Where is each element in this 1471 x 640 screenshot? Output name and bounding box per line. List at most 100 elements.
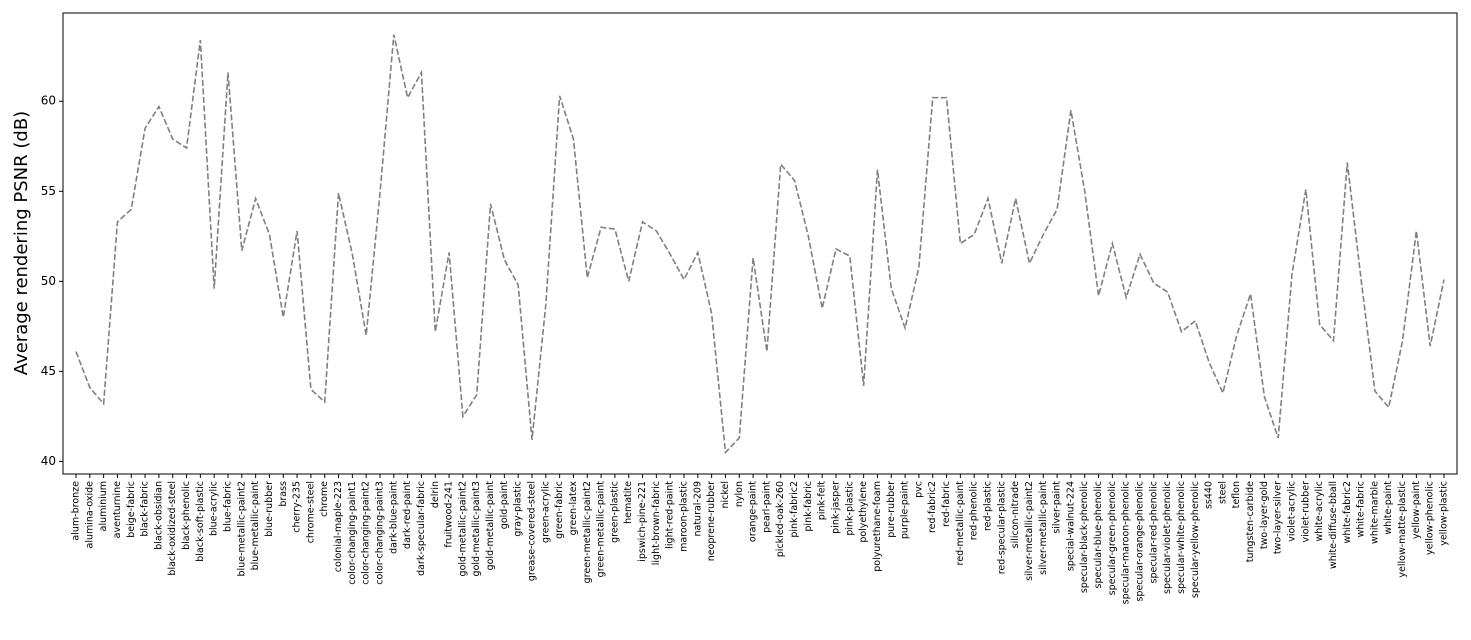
x-tick-label: pink-fabric — [803, 481, 814, 532]
x-tick-label: red-metallic-paint — [955, 481, 966, 566]
x-tick-label: gold-metallic-paint2 — [457, 481, 468, 576]
x-tick-label: pvc — [913, 481, 924, 498]
x-tick-label: yellow-phenolic — [1425, 481, 1436, 555]
x-tick-label: gold-paint — [499, 481, 510, 529]
x-tick-label: two-layer-gold — [1259, 481, 1270, 549]
x-tick-label: black-soft-plastic — [195, 481, 206, 562]
x-tick-label: black-phenolic — [181, 481, 192, 550]
line — [75, 34, 1445, 455]
x-tick-label: violet-rubber — [1300, 481, 1311, 543]
y-axis-label: Average rendering PSNR (dB) — [11, 111, 32, 375]
x-tick-label: gold-metallic-paint3 — [471, 481, 482, 576]
x-tick-label: natural-209 — [692, 481, 703, 537]
x-tick-label: specular-red-phenolic — [1148, 481, 1159, 584]
x-tick-label: delrin — [430, 481, 441, 508]
x-tick-label: silicon-nitrade — [1010, 481, 1021, 548]
x-tick-label: blue-metallic-paint2 — [236, 481, 247, 576]
x-tick-label: fruitwood-241 — [444, 481, 455, 548]
x-tick-label: green-acrylic — [540, 481, 551, 543]
x-tick-label: dark-red-paint — [402, 481, 413, 549]
x-tick-label: specular-maroon-phenolic — [1121, 481, 1132, 604]
x-tick-label: pure-rubber — [886, 481, 897, 538]
x-tick-label: pickled-oak-260 — [775, 481, 786, 557]
x-tick-label: aluminium — [98, 481, 109, 531]
x-tick-label: specular-green-phenolic — [1107, 481, 1118, 595]
x-tick-label: blue-rubber — [264, 481, 275, 537]
plot-frame — [62, 12, 1458, 475]
x-tick-label: steel — [1217, 481, 1228, 504]
x-tick-label: brass — [278, 481, 289, 507]
x-tick-label: cherry-235 — [292, 481, 303, 533]
x-tick-label: colonial-maple-223 — [333, 481, 344, 572]
x-tick-label: color-changing-paint3 — [374, 481, 385, 585]
x-tick-label: specular-violet-phenolic — [1162, 481, 1173, 594]
x-tick-label: black-fabric — [140, 481, 151, 537]
x-tick-label: special-walnut-224 — [1065, 481, 1076, 571]
x-tick-label: orange-paint — [748, 481, 759, 542]
x-tick-label: green-latex — [568, 481, 579, 536]
x-tick-label: white-marble — [1369, 481, 1380, 544]
x-tick-label: white-fabric — [1356, 481, 1367, 537]
x-tick-label: pink-plastic — [844, 481, 855, 536]
x-tick-label: dark-blue-paint — [388, 481, 399, 554]
x-tick-label: two-layer-silver — [1273, 481, 1284, 554]
x-tick-label: yellow-paint — [1411, 481, 1422, 539]
x-tick-label: gold-metallic-paint — [485, 481, 496, 571]
x-tick-label: light-brown-fabric — [651, 481, 662, 565]
x-tick-label: tungsten-carbide — [1245, 481, 1256, 562]
y-tick-label: 60 — [41, 94, 56, 108]
x-tick-label: red-phenolic — [969, 481, 980, 540]
x-tick-label: specular-yellow-phenolic — [1190, 481, 1201, 598]
x-tick-label: chrome-steel — [305, 481, 316, 543]
x-tick-label: red-plastic — [983, 481, 994, 531]
x-tick-label: gray-plastic — [513, 481, 524, 537]
x-tick-label: beige-fabric — [126, 481, 137, 538]
x-tick-label: chrome — [319, 481, 330, 517]
x-tick-label: green-metallic-paint — [596, 481, 607, 578]
x-tick-label: pearl-paint — [761, 481, 772, 533]
x-tick-label: green-plastic — [609, 481, 620, 543]
x-tick-label: specular-blue-phenolic — [1093, 481, 1104, 588]
x-tick-label: silver-paint — [1052, 481, 1063, 534]
x-tick-label: neoprene-rubber — [706, 481, 717, 561]
x-tick-label: blue-fabric — [222, 481, 233, 532]
x-tick-label: white-fabric2 — [1342, 481, 1353, 543]
x-tick-label: pink-felt — [817, 481, 828, 520]
x-tick-label: teflon — [1231, 481, 1242, 508]
x-tick-label: specular-orange-phenolic — [1135, 481, 1146, 602]
x-tick-label: alum-bronze — [70, 481, 81, 541]
x-tick-label: red-fabric2 — [927, 481, 938, 533]
x-tick-label: white-diffuse-bball — [1328, 481, 1339, 569]
x-tick-label: blue-metallic-paint — [250, 481, 261, 571]
x-tick-label: polyethylene — [858, 481, 869, 543]
y-tick-label: 55 — [41, 184, 56, 198]
x-tick-label: nylon — [734, 481, 745, 507]
x-tick-label: ss440 — [1204, 481, 1215, 509]
x-tick-label: red-fabric — [941, 481, 952, 527]
x-tick-label: pink-jasper — [831, 481, 842, 534]
x-tick-label: red-specular-plastic — [996, 481, 1007, 574]
x-tick-label: hematite — [623, 481, 634, 524]
x-tick-label: maroon-plastic — [678, 481, 689, 552]
x-tick-label: grease-covered-steel — [526, 481, 537, 581]
x-tick-label: dark-specular-fabric — [416, 481, 427, 576]
x-tick-label: silver-metallic-paint2 — [1024, 481, 1035, 581]
x-tick-label: ipswich-pine-221 — [637, 481, 648, 562]
x-tick-label: aventurnine — [112, 481, 123, 538]
x-tick-label: silver-metallic-paint — [1038, 481, 1049, 575]
x-tick-label: black-obsidian — [153, 481, 164, 550]
x-tick-label: yellow-plastic — [1439, 481, 1450, 546]
x-tick-label: green-fabric — [554, 481, 565, 539]
x-tick-label: white-acrylic — [1314, 481, 1325, 542]
x-tick-label: polyurethane-foam — [872, 481, 883, 572]
y-tick-label: 50 — [41, 274, 56, 288]
x-tick-label: alumina-oxide — [84, 481, 95, 549]
y-tick-label: 45 — [41, 364, 56, 378]
x-tick-label: nickel — [720, 481, 731, 509]
x-tick-label: white-paint — [1383, 481, 1394, 535]
x-tick-label: color-changing-paint2 — [361, 481, 372, 585]
x-tick-label: violet-acrylic — [1287, 481, 1298, 542]
x-tick-label: color-changing-paint1 — [347, 481, 358, 585]
